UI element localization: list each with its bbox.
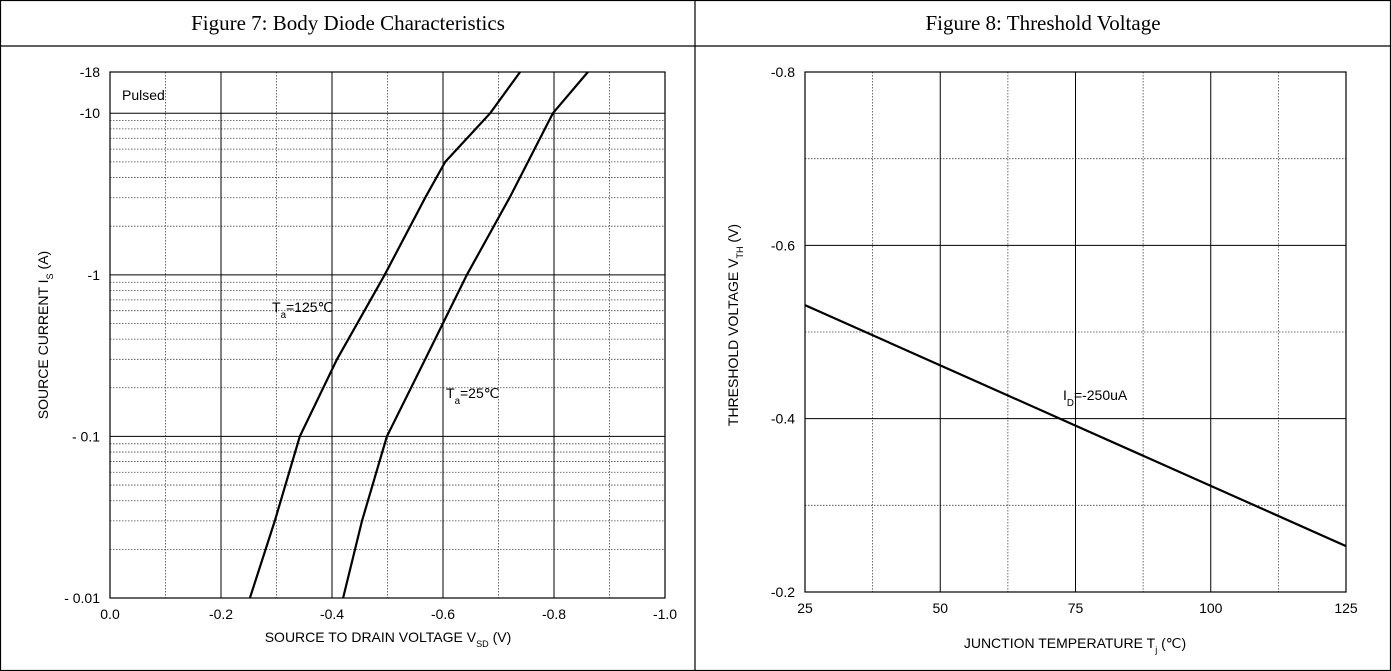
series-label-main: T xyxy=(446,385,455,401)
x-tick-label: -0.2 xyxy=(209,606,233,622)
y-tick-label: - 0.01 xyxy=(64,590,100,606)
series-label-rest: =25℃ xyxy=(460,385,499,401)
series-label-sub: a xyxy=(281,310,287,321)
series-label: Ta=25℃ xyxy=(446,385,499,407)
y-tick-label: -0.8 xyxy=(771,64,795,80)
annotation-main: I xyxy=(1063,387,1067,403)
x-axis-label-rest: (V) xyxy=(489,629,512,645)
y-tick-label: -0.2 xyxy=(771,584,795,600)
y-axis-label: THRESHOLD VOLTAGE VTH (V) xyxy=(725,224,745,426)
annotation: ID=-250uA xyxy=(1063,387,1128,409)
y-tick-label: -0.4 xyxy=(771,411,795,427)
x-tick-label: 50 xyxy=(932,600,948,616)
y-tick-label: -1 xyxy=(88,267,101,283)
x-tick-label: -1.0 xyxy=(653,606,677,622)
series-line xyxy=(804,304,1347,548)
y-axis-label-main: THRESHOLD VOLTAGE V xyxy=(725,258,741,426)
x-tick-label: 0.0 xyxy=(100,606,120,622)
x-tick-label: -0.8 xyxy=(542,606,566,622)
x-axis-label-sub: SD xyxy=(476,639,489,649)
x-axis-label-main: SOURCE TO DRAIN VOLTAGE V xyxy=(265,629,477,645)
plot-frame xyxy=(804,71,1347,593)
x-tick-label: 25 xyxy=(797,600,813,616)
annotation-sub: D xyxy=(1067,398,1074,409)
x-axis-label-sub: j xyxy=(1154,645,1157,655)
x-tick-label: 75 xyxy=(1068,600,1084,616)
x-tick-label: 125 xyxy=(1334,600,1358,616)
x-tick-label: 100 xyxy=(1199,600,1223,616)
plot-frame xyxy=(109,71,666,599)
annotation: Pulsed xyxy=(122,87,165,103)
figure-title: Figure 8: Threshold Voltage xyxy=(925,11,1160,35)
y-axis-label-sub: TH xyxy=(735,246,745,258)
series-label: Ta=125℃ xyxy=(272,299,333,321)
y-axis-label-rest: (A) xyxy=(35,251,51,274)
series-label-rest: =125℃ xyxy=(286,299,333,315)
y-tick-label: - 0.1 xyxy=(72,428,100,444)
x-axis-label: SOURCE TO DRAIN VOLTAGE VSD (V) xyxy=(265,629,512,649)
series-label-sub: a xyxy=(455,396,461,407)
y-tick-label: -18 xyxy=(80,64,100,80)
series-line xyxy=(342,71,589,599)
series-line xyxy=(248,71,521,599)
y-axis-label-rest: (V) xyxy=(725,224,741,247)
x-axis-label-main: JUNCTION TEMPERATURE T xyxy=(964,635,1156,651)
figure-title: Figure 7: Body Diode Characteristics xyxy=(191,11,505,35)
x-tick-label: -0.6 xyxy=(431,606,455,622)
y-tick-label: -10 xyxy=(80,105,100,121)
y-axis-label-sub: S xyxy=(45,273,55,279)
annotation-main: Pulsed xyxy=(122,87,165,103)
x-axis-label: JUNCTION TEMPERATURE Tj (℃) xyxy=(964,635,1186,655)
y-axis-label: SOURCE CURRENT IS (A) xyxy=(35,251,55,419)
x-axis-label-rest: (℃) xyxy=(1157,635,1186,651)
y-tick-label: -0.6 xyxy=(771,237,795,253)
y-axis-label-main: SOURCE CURRENT I xyxy=(35,279,51,419)
annotation-rest: =-250uA xyxy=(1074,387,1128,403)
series-label-main: T xyxy=(272,299,281,315)
x-tick-label: -0.4 xyxy=(320,606,344,622)
